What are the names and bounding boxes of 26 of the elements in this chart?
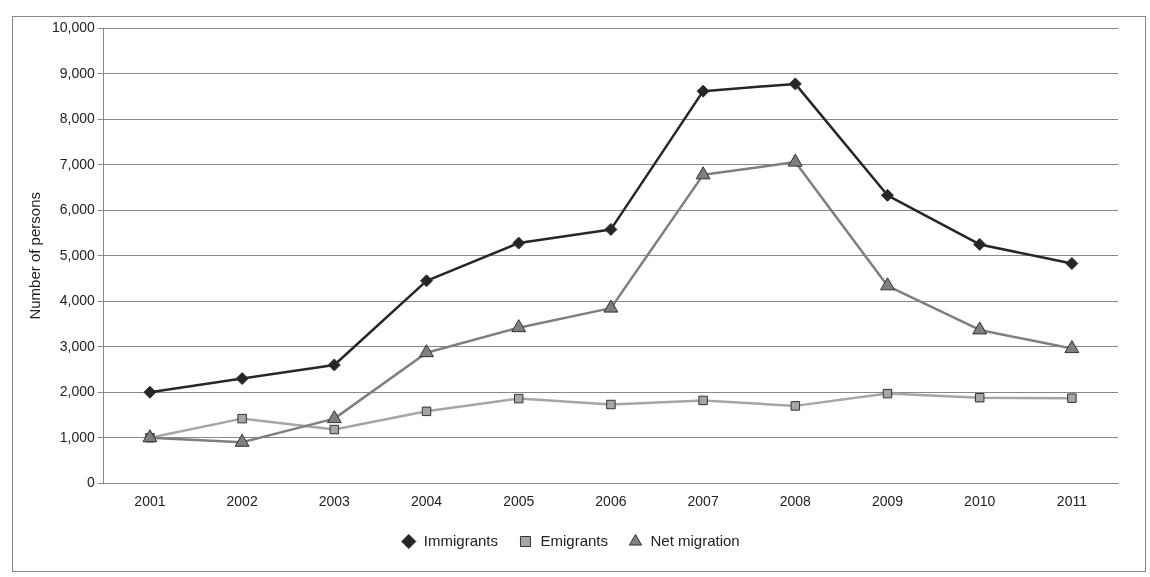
y-axis-title: Number of persons <box>26 192 44 320</box>
x-tick-label: 2010 <box>964 493 996 510</box>
x-tick-label: 2011 <box>1056 493 1088 510</box>
y-tick-label: 10,000 <box>51 19 96 36</box>
legend-label: Net migration <box>650 531 740 549</box>
y-tick-label: 5,000 <box>59 246 96 263</box>
y-tick-label: 9,000 <box>59 64 96 81</box>
x-tick-label: 2007 <box>687 493 719 510</box>
x-tick-label: 2001 <box>134 493 166 510</box>
legend-label: Immigrants <box>423 531 498 549</box>
y-tick-label: 2,000 <box>59 383 96 400</box>
x-tick-label: 2005 <box>503 493 535 510</box>
x-tick-label: 2002 <box>226 493 258 510</box>
x-tick-label: 2003 <box>318 493 351 510</box>
y-tick-label: 1,000 <box>59 428 96 445</box>
y-tick-label: 3,000 <box>59 337 96 354</box>
y-tick-label: 7,000 <box>59 155 96 172</box>
y-tick-label: 4,000 <box>59 292 96 309</box>
y-tick-label: 6,000 <box>59 201 96 218</box>
y-tick-label: 0 <box>87 474 96 491</box>
y-tick-label: 8,000 <box>59 110 96 127</box>
x-tick-label: 2006 <box>595 493 627 510</box>
legend-label: Emigrants <box>540 531 609 549</box>
x-tick-label: 2009 <box>871 493 904 510</box>
x-tick-label: 2004 <box>410 493 443 510</box>
x-tick-label: 2008 <box>779 493 812 510</box>
